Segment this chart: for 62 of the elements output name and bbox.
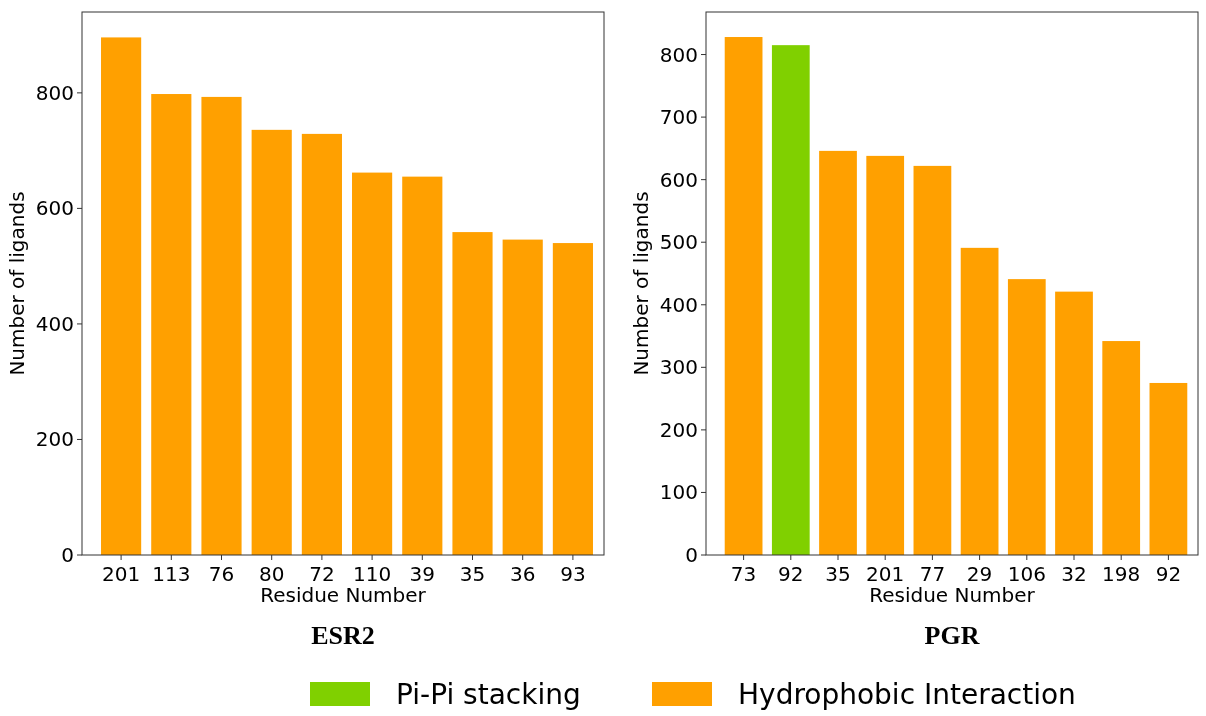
x-tick-label: 93 [560, 562, 586, 586]
x-tick-label: 80 [258, 562, 285, 586]
bar [301, 133, 342, 555]
y-axis-title: Number of ligands [5, 191, 29, 376]
y-tick-label: 800 [659, 42, 698, 67]
x-tick-label: 36 [509, 562, 536, 586]
x-tick-label: 92 [1155, 562, 1182, 586]
bar [251, 129, 292, 555]
text: ESR2 [311, 621, 375, 650]
legend-label: Hydrophobic Interaction [738, 677, 1076, 711]
x-tick-label: 73 [730, 562, 757, 586]
bar [1102, 341, 1141, 555]
x-tick-label: 76 [208, 562, 235, 586]
bar [724, 37, 763, 555]
x-tick-label: 72 [309, 562, 335, 586]
y-tick-label: 100 [659, 480, 698, 505]
x-tick-label: 35 [459, 562, 486, 586]
bar [452, 232, 493, 555]
x-tick-label: 35 [825, 562, 851, 586]
x-tick-label: 201 [866, 562, 905, 586]
x-tick-label: 106 [1007, 562, 1046, 586]
x-axis-title: Residue Number [260, 583, 427, 607]
bar [552, 243, 593, 555]
text: PGR [924, 621, 980, 650]
y-tick-label: 0 [685, 543, 698, 567]
y-tick-label: 600 [659, 167, 698, 192]
bar [151, 94, 192, 555]
bar [352, 172, 393, 555]
bar [913, 165, 952, 555]
bar [502, 239, 543, 555]
y-tick-label: 500 [659, 230, 698, 255]
x-tick-label: 201 [102, 562, 141, 586]
x-tick-label: 39 [409, 562, 436, 586]
bar [1149, 382, 1188, 555]
y-tick-label: 0 [61, 543, 74, 567]
x-tick-label: 77 [919, 562, 946, 586]
bar [201, 96, 242, 555]
x-tick-label: 113 [152, 562, 191, 586]
y-tick-label: 600 [35, 196, 74, 221]
x-tick-label: 198 [1102, 562, 1141, 586]
legend-label: Pi-Pi stacking [396, 677, 581, 711]
y-tick-label: 700 [659, 105, 698, 130]
bar [866, 155, 905, 555]
x-axis-title: Residue Number [869, 583, 1036, 607]
bar [960, 247, 999, 555]
x-tick-label: 92 [778, 562, 804, 586]
y-tick-label: 400 [659, 292, 698, 317]
x-tick-label: 110 [353, 562, 392, 586]
y-axis-title: Number of ligands [629, 191, 653, 376]
y-tick-label: 300 [659, 355, 698, 380]
bar [101, 37, 142, 555]
y-tick-label: 800 [35, 80, 74, 105]
x-tick-label: 29 [966, 562, 993, 586]
bar [1055, 291, 1093, 555]
y-tick-label: 200 [35, 427, 74, 452]
x-tick-label: 32 [1061, 562, 1087, 586]
y-tick-label: 200 [659, 417, 698, 442]
bar [771, 45, 810, 555]
bar [402, 176, 443, 555]
bar [819, 150, 857, 555]
bar [1007, 279, 1046, 555]
y-tick-label: 400 [35, 311, 74, 336]
